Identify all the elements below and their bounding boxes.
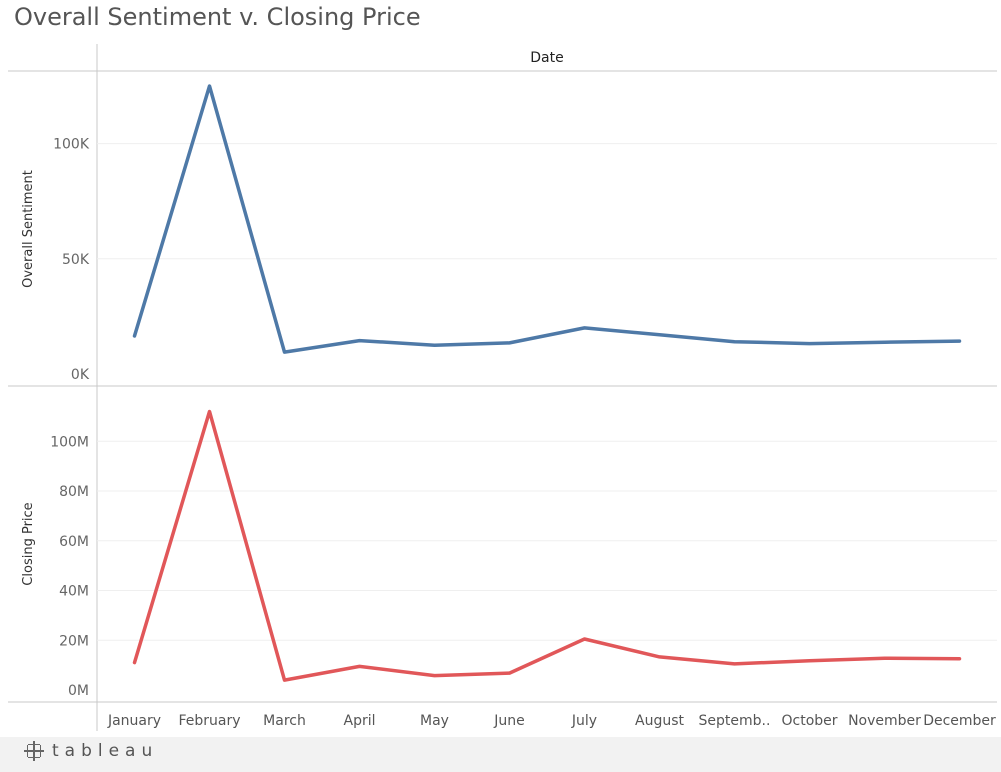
x-tick-label: November [848, 713, 921, 729]
x-tick-label: March [263, 713, 306, 729]
sentiment-axis-title: Overall Sentiment [21, 170, 36, 288]
column-header: Date [530, 50, 563, 66]
x-tick-label: August [635, 713, 685, 729]
closing-price-tick-label: 40M [59, 584, 89, 600]
x-tick-label: Septemb.. [699, 713, 771, 729]
sentiment-line [132, 84, 962, 354]
x-tick-label: February [178, 713, 240, 729]
closing-price-tick-label: 80M [59, 484, 89, 500]
sentiment-tick-label: 0K [71, 367, 90, 383]
closing-price-tick-label: 20M [59, 633, 89, 649]
tableau-logo-icon [24, 741, 44, 761]
x-tick-label: December [923, 713, 996, 729]
sentiment-tick-label: 100K [53, 137, 90, 153]
x-tick-label: July [571, 713, 597, 729]
sentiment-tick-label: 50K [62, 252, 90, 268]
closing-price-axis-title: Closing Price [21, 502, 36, 585]
line-chart: Date 0K 50K 100K Overall Sentiment 0M 20M 40M 60… [8, 44, 997, 731]
tableau-wordmark: tableau [52, 741, 159, 761]
closing-price-tick-label: 100M [50, 434, 89, 450]
x-tick-label: June [493, 713, 525, 729]
chart-title: Overall Sentiment v. Closing Price [14, 3, 421, 31]
x-tick-label: January [107, 713, 161, 729]
footer-bar: tableau [0, 737, 1001, 772]
closing-price-tick-label: 60M [59, 534, 89, 550]
closing-price-tick-label: 0M [68, 683, 89, 699]
x-tick-label: May [420, 713, 449, 729]
x-tick-label: April [344, 713, 376, 729]
tableau-logo[interactable]: tableau [24, 741, 158, 761]
x-tick-label: October [781, 713, 837, 729]
closing-price-line [132, 409, 962, 682]
